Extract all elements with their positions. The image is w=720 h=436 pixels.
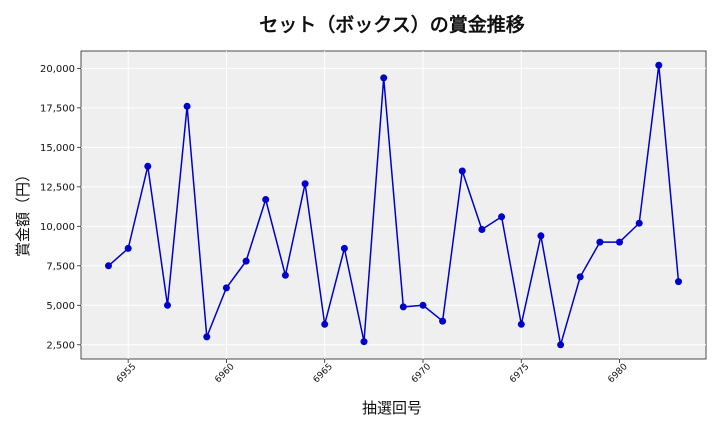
data-point xyxy=(655,61,663,69)
series-line xyxy=(108,65,680,346)
data-point xyxy=(164,301,171,309)
x-tick-label: 6955 xyxy=(115,362,138,385)
plot-area xyxy=(80,50,707,360)
data-point xyxy=(517,320,525,328)
x-tick-label: 6970 xyxy=(410,362,433,385)
data-point xyxy=(262,196,270,203)
y-tick-label: 17,500 xyxy=(40,103,75,114)
data-point xyxy=(616,238,623,246)
data-point xyxy=(458,167,466,175)
x-tick-label: 6960 xyxy=(213,362,236,385)
y-tick-label: 2,500 xyxy=(46,340,75,351)
data-point xyxy=(478,226,486,233)
data-point xyxy=(380,74,388,82)
data-point xyxy=(301,180,309,188)
data-point xyxy=(576,273,584,281)
data-point xyxy=(340,244,348,252)
data-point xyxy=(557,341,565,349)
x-axis-label: 抽選回号 xyxy=(362,399,422,417)
data-point xyxy=(635,219,643,227)
y-tick-label: 20,000 xyxy=(40,64,75,75)
y-tick-label: 12,500 xyxy=(40,182,75,193)
data-point xyxy=(419,301,427,309)
x-tick-label: 6975 xyxy=(508,362,531,385)
data-point xyxy=(675,278,682,286)
data-point xyxy=(105,262,112,270)
data-point xyxy=(144,162,152,170)
data-point xyxy=(596,238,604,246)
y-tick-label: 5,000 xyxy=(46,301,75,312)
data-point xyxy=(321,320,329,328)
data-point xyxy=(124,244,132,252)
y-tick-label: 10,000 xyxy=(40,222,75,233)
x-axis-ticks: 6955 6960 6965 6970 6975 6980 xyxy=(115,359,630,385)
x-tick-label: 6965 xyxy=(312,362,335,385)
data-point xyxy=(360,338,368,346)
x-tick-label: 6980 xyxy=(606,362,629,385)
data-point xyxy=(281,271,289,279)
data-point xyxy=(498,213,506,221)
data-point xyxy=(399,303,407,311)
y-axis-label: 賞金額（円） xyxy=(14,167,32,257)
data-point xyxy=(242,257,250,265)
data-point xyxy=(439,317,447,325)
chart-title: セット（ボックス）の賞金推移 xyxy=(259,13,524,36)
y-tick-label: 15,000 xyxy=(40,143,75,154)
data-point xyxy=(203,333,211,341)
y-axis-ticks: 2,500 5,000 7,500 10,000 12,500 15,000 17,500 2… xyxy=(40,64,81,351)
data-point xyxy=(222,284,230,292)
data-point xyxy=(183,102,191,110)
y-tick-label: 7,500 xyxy=(46,261,75,272)
series-markers xyxy=(105,61,682,349)
data-point xyxy=(537,232,545,240)
